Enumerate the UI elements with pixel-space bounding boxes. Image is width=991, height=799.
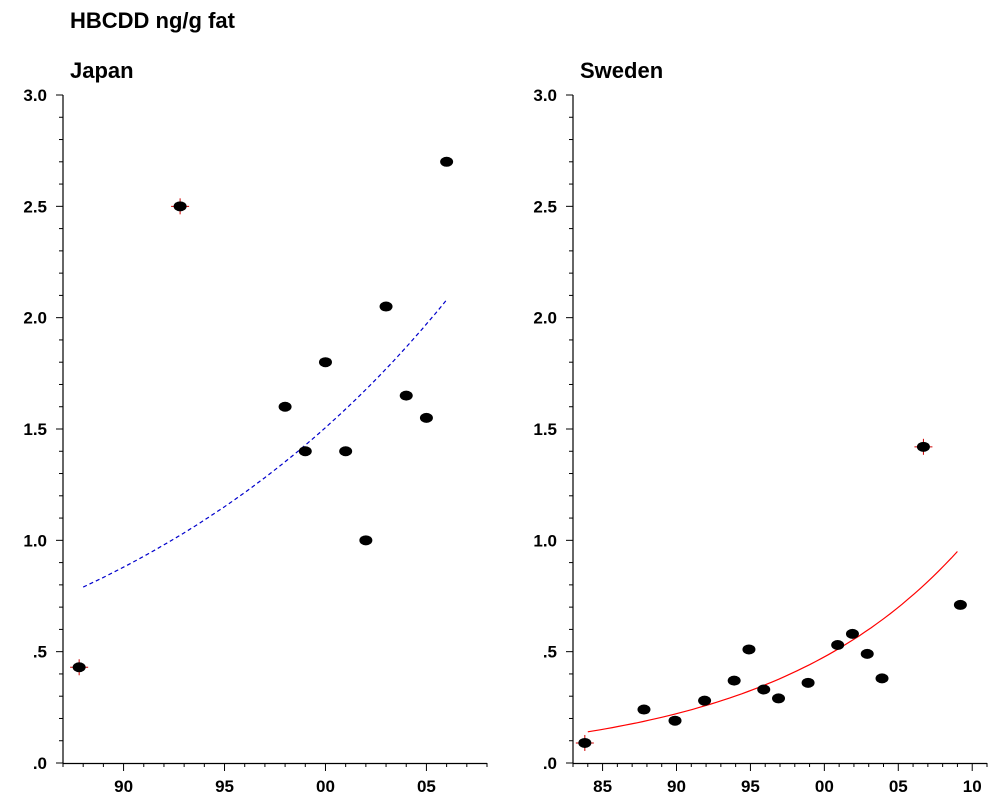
x-tick-label: 95 xyxy=(741,777,760,796)
data-point xyxy=(668,715,682,726)
y-tick-label: 3.0 xyxy=(533,86,557,105)
data-point xyxy=(875,673,889,684)
y-tick-label: 1.5 xyxy=(533,420,557,439)
data-point xyxy=(757,684,771,695)
x-tick-label: 05 xyxy=(417,777,436,796)
chart-title: Sweden xyxy=(580,58,663,83)
x-tick-label: 05 xyxy=(889,777,908,796)
data-point xyxy=(72,662,86,673)
data-point xyxy=(298,446,312,457)
chart-panel-japan: Japan .0 .5 1.0 1.5 2.0 2.5 3.0 90 95 00 05 xyxy=(23,58,488,796)
data-point xyxy=(318,357,332,368)
data-point xyxy=(399,390,413,401)
x-tick-label: 85 xyxy=(593,777,612,796)
y-tick-label: .5 xyxy=(543,643,557,662)
y-tick-label: 1.0 xyxy=(23,531,47,550)
data-point xyxy=(339,446,353,457)
data-point xyxy=(359,535,373,546)
data-point xyxy=(578,737,592,748)
x-tick-label: 90 xyxy=(667,777,686,796)
data-point xyxy=(698,695,712,706)
data-point xyxy=(637,704,651,715)
y-tick-label: .0 xyxy=(543,754,557,773)
chart-panel-sweden: Sweden .0 .5 1.0 1.5 2.0 2.5 3.0 85 90 95 00 05 10 xyxy=(533,58,988,796)
x-tick-label: 95 xyxy=(215,777,234,796)
x-tick-label: 00 xyxy=(316,777,335,796)
data-point xyxy=(860,648,874,659)
y-tick-label: 2.5 xyxy=(533,197,557,216)
data-point xyxy=(727,675,741,686)
data-point xyxy=(278,401,292,412)
y-tick-label: 2.0 xyxy=(23,309,47,328)
data-point xyxy=(419,412,433,423)
data-point xyxy=(953,599,967,610)
y-tick-label: 1.0 xyxy=(533,531,557,550)
x-tick-label: 00 xyxy=(815,777,834,796)
chart-title: Japan xyxy=(70,58,134,83)
data-point xyxy=(772,693,786,704)
trend-line xyxy=(82,299,448,588)
y-tick-label: 1.5 xyxy=(23,420,47,439)
x-tick-label: 90 xyxy=(114,777,133,796)
data-point xyxy=(440,156,454,167)
data-point xyxy=(173,201,187,212)
data-point xyxy=(379,301,393,312)
y-tick-label: 3.0 xyxy=(23,86,47,105)
data-point xyxy=(831,639,845,650)
data-point xyxy=(845,628,859,639)
x-tick-label: 10 xyxy=(963,777,982,796)
y-tick-label: 2.0 xyxy=(533,309,557,328)
data-point xyxy=(742,644,756,655)
y-tick-label: .0 xyxy=(33,754,47,773)
data-point xyxy=(916,441,930,452)
y-tick-label: 2.5 xyxy=(23,197,47,216)
page-title: HBCDD ng/g fat xyxy=(70,8,236,33)
trend-line xyxy=(587,551,958,733)
y-tick-label: .5 xyxy=(33,643,47,662)
data-point xyxy=(801,677,815,688)
